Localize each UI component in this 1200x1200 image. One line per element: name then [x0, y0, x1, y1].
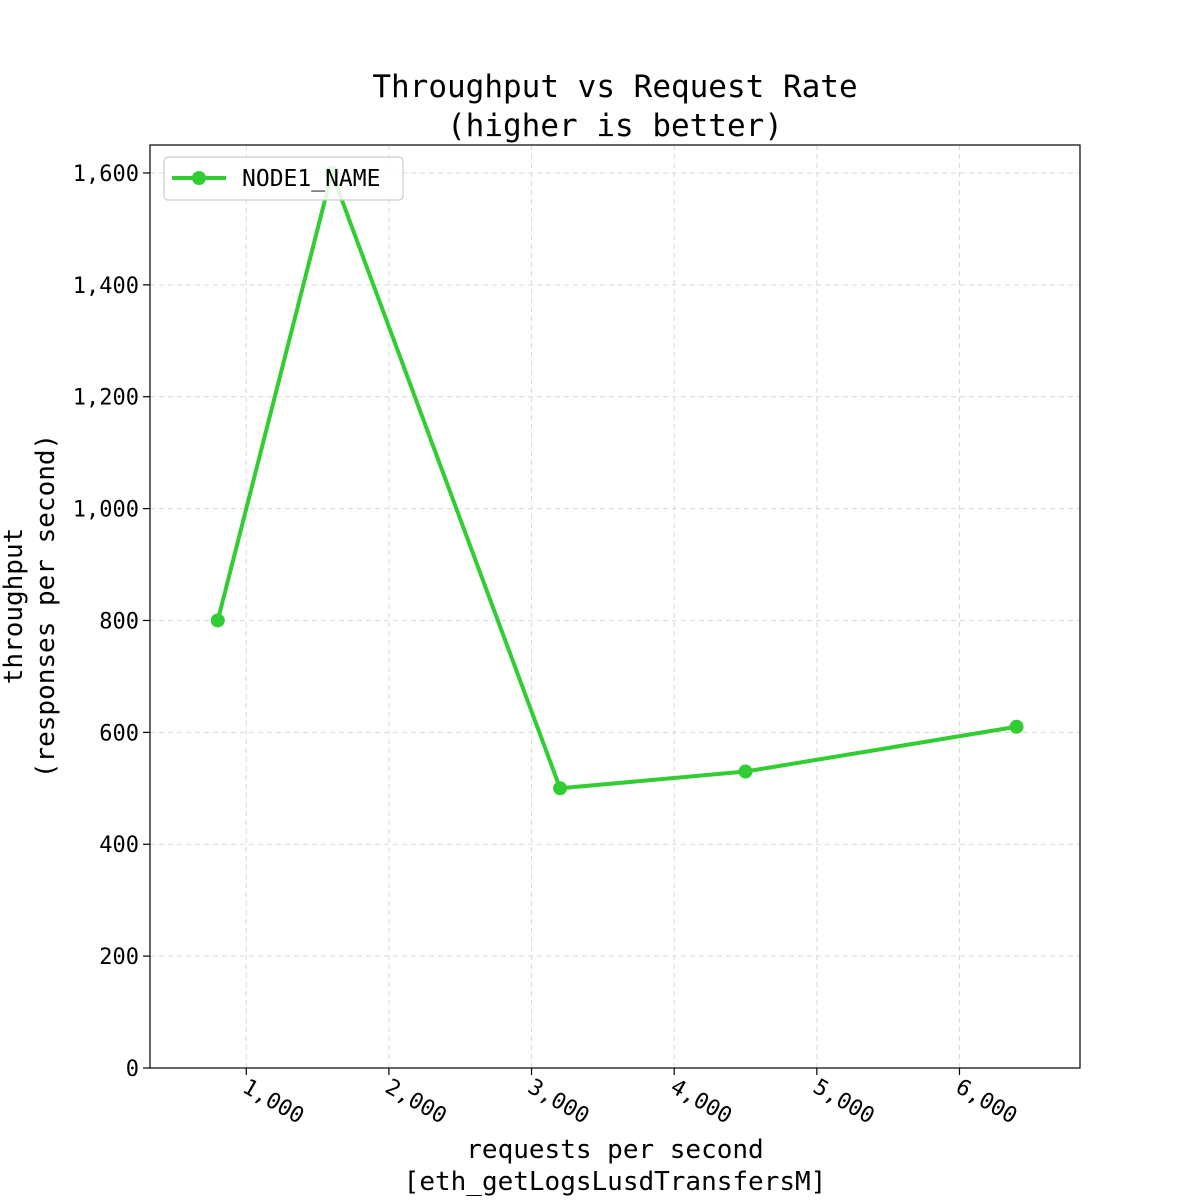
- y-tick-label: 1,400: [73, 274, 139, 299]
- legend-marker: [192, 171, 206, 185]
- x-tick-label: 4,000: [666, 1075, 736, 1130]
- y-tick-label: 1,000: [73, 498, 139, 523]
- x-tick-label: 5,000: [809, 1075, 879, 1130]
- x-axis-label: requests per second [eth_getLogsLusdTrans…: [404, 1135, 827, 1197]
- x-axis: 1,000 2,000 3,000 4,000 5,000 6,000: [238, 1068, 1021, 1129]
- y-axis-label: throughput(responses per second): [0, 434, 61, 778]
- data-point: [553, 781, 568, 796]
- plot-frame: [149, 144, 1081, 1069]
- data-point: [1009, 719, 1024, 734]
- y-tick-label: 1,600: [73, 162, 139, 187]
- x-tick-label: 2,000: [381, 1075, 451, 1130]
- legend: NODE1_NAME: [163, 156, 404, 201]
- y-tick-label: 200: [99, 945, 139, 970]
- grid: [150, 145, 1080, 1069]
- series-line: [215, 170, 1017, 791]
- x-tick-label: 3,000: [523, 1075, 593, 1130]
- y-tick-label: 0: [126, 1057, 139, 1082]
- legend-label: NODE1_NAME: [242, 166, 380, 192]
- data-point: [210, 613, 225, 628]
- series-layer: [210, 165, 1024, 796]
- legend-box: [163, 156, 404, 201]
- chart-title: Throughput vs Request Rate (higher is bet…: [372, 69, 857, 144]
- data-point: [738, 764, 753, 779]
- y-tick-label: 1,200: [73, 386, 139, 411]
- x-tick-label: 1,000: [238, 1075, 308, 1130]
- y-axis: 0 200 400 600 800 1,000 1,200 1,400 1,600: [73, 162, 150, 1082]
- y-tick-label: 400: [99, 833, 139, 858]
- y-tick-label: 600: [99, 721, 139, 746]
- y-tick-label: 800: [99, 609, 139, 634]
- x-tick-label: 6,000: [951, 1075, 1021, 1130]
